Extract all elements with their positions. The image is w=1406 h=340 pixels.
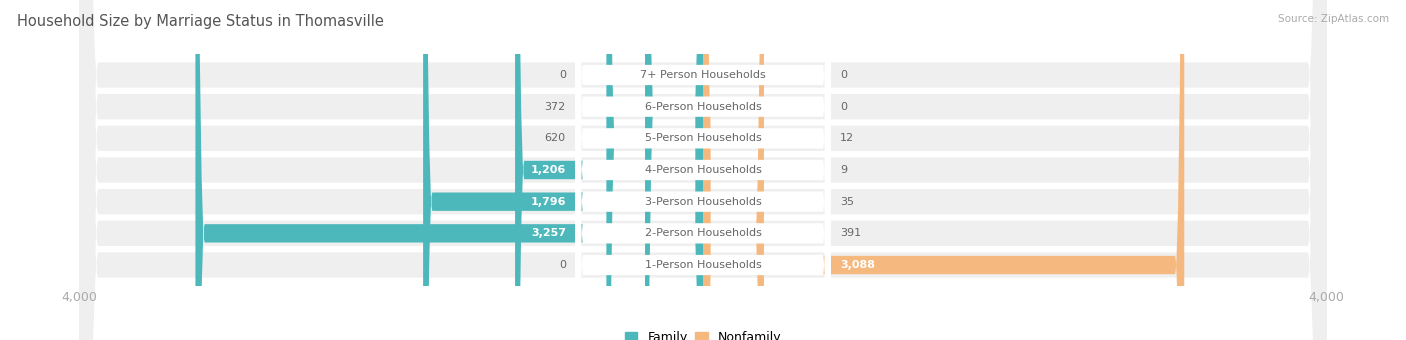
FancyBboxPatch shape — [423, 0, 703, 340]
FancyBboxPatch shape — [195, 0, 703, 340]
FancyBboxPatch shape — [699, 0, 713, 340]
FancyBboxPatch shape — [575, 0, 831, 340]
Text: 1,796: 1,796 — [530, 197, 565, 207]
FancyBboxPatch shape — [575, 0, 831, 340]
FancyBboxPatch shape — [80, 0, 1326, 340]
FancyBboxPatch shape — [703, 0, 763, 340]
FancyBboxPatch shape — [575, 0, 831, 340]
FancyBboxPatch shape — [80, 0, 1326, 340]
FancyBboxPatch shape — [80, 0, 1326, 340]
Text: 0: 0 — [558, 260, 565, 270]
Text: Household Size by Marriage Status in Thomasville: Household Size by Marriage Status in Tho… — [17, 14, 384, 29]
FancyBboxPatch shape — [696, 0, 713, 340]
FancyBboxPatch shape — [80, 0, 1326, 340]
Text: 6-Person Households: 6-Person Households — [644, 102, 762, 112]
FancyBboxPatch shape — [575, 0, 831, 340]
Text: 391: 391 — [841, 228, 862, 238]
Text: 620: 620 — [544, 133, 565, 143]
Text: Source: ZipAtlas.com: Source: ZipAtlas.com — [1278, 14, 1389, 23]
Text: 3,088: 3,088 — [841, 260, 875, 270]
Text: 12: 12 — [841, 133, 855, 143]
Text: 3,257: 3,257 — [531, 228, 565, 238]
Text: 0: 0 — [841, 70, 848, 80]
FancyBboxPatch shape — [695, 0, 713, 340]
Text: 1-Person Households: 1-Person Households — [644, 260, 762, 270]
FancyBboxPatch shape — [575, 0, 831, 340]
Text: 1,206: 1,206 — [530, 165, 565, 175]
FancyBboxPatch shape — [575, 0, 831, 340]
FancyBboxPatch shape — [703, 0, 1184, 340]
FancyBboxPatch shape — [575, 0, 831, 340]
Text: 0: 0 — [841, 102, 848, 112]
Text: 7+ Person Households: 7+ Person Households — [640, 70, 766, 80]
Text: 4-Person Households: 4-Person Households — [644, 165, 762, 175]
FancyBboxPatch shape — [606, 0, 703, 340]
Text: 372: 372 — [544, 102, 565, 112]
Text: 35: 35 — [841, 197, 853, 207]
Legend: Family, Nonfamily: Family, Nonfamily — [624, 331, 782, 340]
Text: 3-Person Households: 3-Person Households — [644, 197, 762, 207]
FancyBboxPatch shape — [515, 0, 703, 340]
Text: 0: 0 — [558, 70, 565, 80]
Text: 2-Person Households: 2-Person Households — [644, 228, 762, 238]
Text: 9: 9 — [841, 165, 848, 175]
FancyBboxPatch shape — [80, 0, 1326, 340]
FancyBboxPatch shape — [80, 0, 1326, 340]
FancyBboxPatch shape — [645, 0, 703, 340]
FancyBboxPatch shape — [80, 0, 1326, 340]
Text: 5-Person Households: 5-Person Households — [644, 133, 762, 143]
